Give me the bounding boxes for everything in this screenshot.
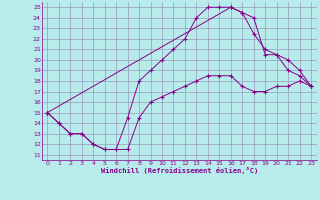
X-axis label: Windchill (Refroidissement éolien,°C): Windchill (Refroidissement éolien,°C) — [100, 167, 258, 174]
